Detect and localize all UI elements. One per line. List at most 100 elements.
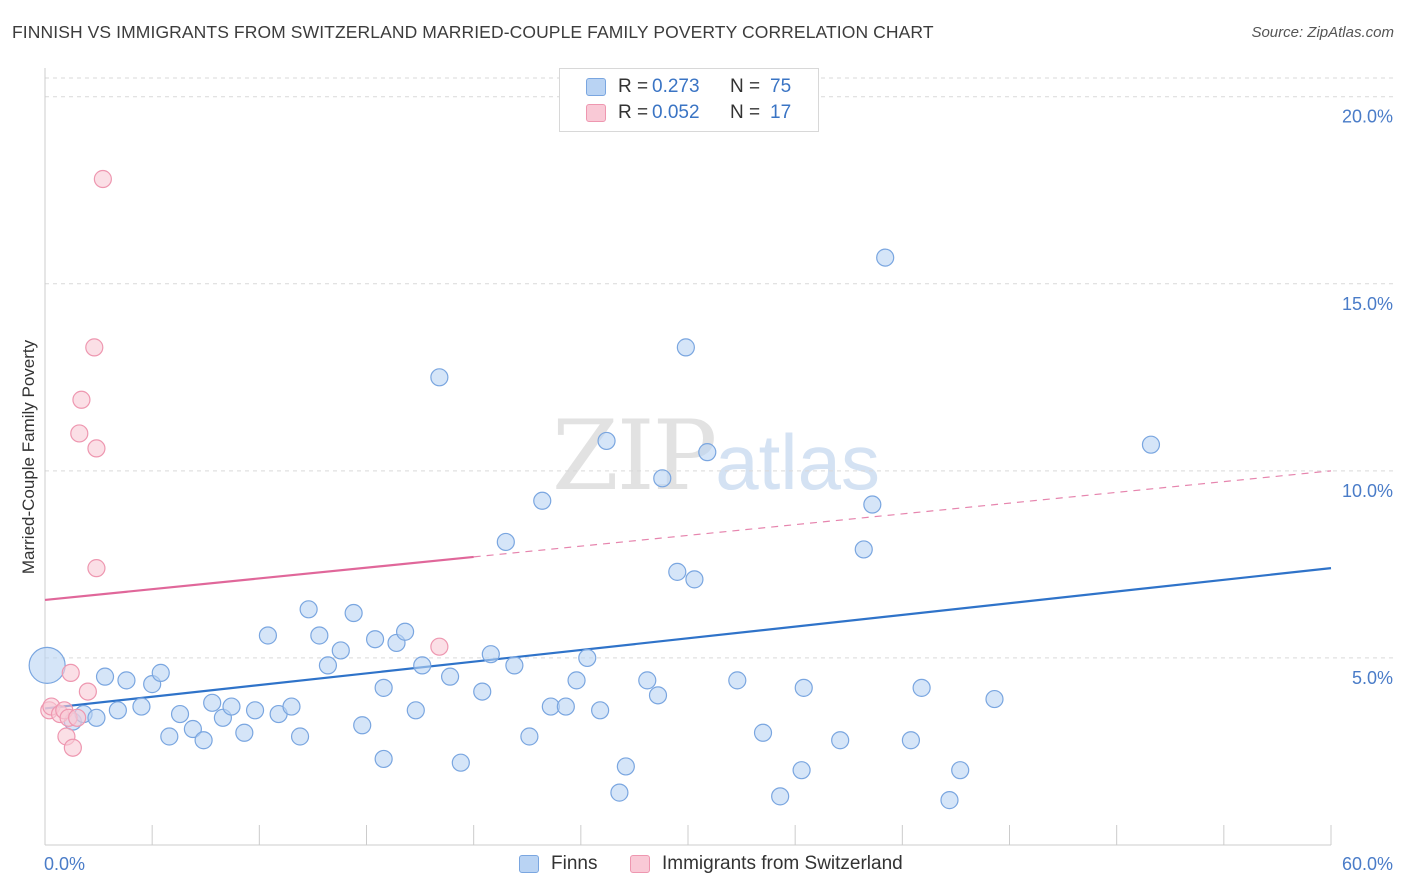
swiss-point [70, 424, 89, 443]
source-label: Source: ZipAtlas.com [1251, 24, 1394, 41]
finns-point [753, 723, 773, 742]
finns-point [901, 731, 921, 750]
finns-point [728, 671, 747, 690]
finns-point [117, 671, 136, 690]
finns-point [520, 727, 539, 746]
finns-point [1141, 435, 1161, 454]
trend-lines [44, 470, 1332, 710]
finns-point [473, 682, 492, 701]
swiss-n-label: N = [730, 102, 761, 123]
finns-point [505, 656, 524, 675]
finns-point [245, 701, 265, 720]
legend-row-finns: R = 0.273 N = 75 [586, 75, 791, 99]
finns-point [610, 783, 629, 802]
watermark-atlas: atlas [715, 418, 880, 506]
finns-point [87, 708, 106, 727]
swiss-point [78, 682, 97, 701]
finns-point [792, 761, 811, 780]
finns-point [282, 697, 301, 716]
finns-point [653, 469, 672, 488]
finns-point [496, 532, 515, 552]
swiss-point [93, 169, 112, 189]
swiss-r-value: 0.052 [652, 102, 700, 123]
finns-point [406, 701, 425, 720]
finns-point [108, 701, 127, 720]
finns-point [299, 600, 318, 619]
finns-point [831, 731, 850, 750]
finns-point [258, 626, 278, 645]
finns-point [940, 791, 959, 810]
x-tick-label: 60.0% [1342, 854, 1393, 874]
watermark: ZIPatlas [552, 400, 880, 512]
swiss-point [87, 439, 106, 458]
finns-point [876, 248, 895, 267]
finns-trend-line [44, 567, 1332, 710]
finns-point [533, 491, 552, 510]
swiss-trend-line-solid [44, 555, 474, 602]
finns-point [591, 701, 610, 720]
finns-point [318, 656, 338, 675]
legend-row-swiss: R = 0.052 N = 17 [586, 101, 791, 125]
finns-point [95, 667, 115, 686]
swiss-legend-swatch [630, 855, 650, 873]
finns-point [597, 431, 616, 451]
finns-point [985, 689, 1004, 709]
y-axis-title: Married-Couple Family Poverty [19, 339, 38, 574]
finns-point [203, 693, 222, 712]
finns-swatch [586, 78, 606, 96]
finns-point [854, 540, 873, 559]
finns-r-label: R = [618, 76, 649, 97]
swiss-point [68, 708, 87, 727]
tick-labels: 5.0% 10.0% 15.0% 20.0% 0.0% 60.0% Married-Coup… [19, 107, 1393, 874]
finns-point [132, 697, 151, 716]
swiss-n-value: 17 [770, 102, 792, 123]
finns-point [222, 697, 241, 716]
y-tick-label: 15.0% [1342, 294, 1393, 314]
finns-point [331, 641, 350, 660]
swiss-point [61, 663, 80, 682]
finns-point [374, 678, 393, 697]
finns-point [194, 731, 213, 750]
swiss-point [430, 637, 449, 656]
finns-point [951, 761, 970, 780]
finns-point [430, 368, 449, 387]
finns-point [481, 645, 500, 664]
finns-point [353, 716, 372, 735]
finns-point [578, 648, 597, 668]
finns-point [676, 338, 695, 357]
chart-title: FINNISH VS IMMIGRANTS FROM SWITZERLAND M… [12, 22, 934, 42]
y-tick-label: 5.0% [1352, 668, 1393, 688]
finns-point [638, 671, 657, 690]
finns-point [344, 603, 363, 623]
finns-point [365, 630, 385, 649]
finns-point [771, 787, 790, 806]
swiss-point [72, 390, 91, 409]
finns-point [160, 727, 179, 746]
finns-r-value: 0.273 [652, 76, 700, 97]
finns-point [235, 723, 254, 742]
finns-point [698, 443, 717, 462]
finns-legend-label: Finns [551, 853, 598, 874]
bottom-legend-finns: Finns [519, 852, 597, 876]
finns-point [912, 678, 931, 697]
finns-point [567, 671, 586, 690]
finns-point [374, 749, 393, 769]
finns-point [395, 622, 415, 641]
y-tick-label: 20.0% [1342, 107, 1393, 127]
finns-n-label: N = [730, 76, 761, 97]
bottom-legend-swiss: Immigrants from Switzerland [630, 852, 903, 876]
data-points [28, 169, 1161, 810]
finns-point [151, 663, 170, 682]
swiss-point [85, 338, 104, 357]
y-tick-label: 10.0% [1342, 481, 1393, 501]
finns-point [556, 697, 575, 716]
watermark-zip: ZIP [552, 400, 717, 512]
finns-point [170, 704, 190, 724]
finns-point [440, 667, 460, 686]
finns-point [290, 727, 310, 746]
swiss-trend-line-dashed [473, 470, 1332, 558]
swiss-swatch [586, 104, 606, 122]
finns-point [685, 570, 704, 589]
finns-point [28, 646, 66, 685]
